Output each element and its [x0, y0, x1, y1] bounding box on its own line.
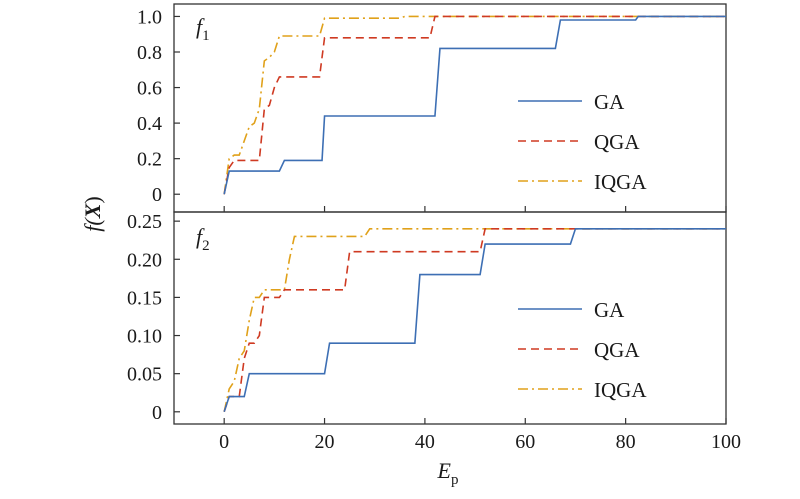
- panel-f2-legend: GA QGA IQGA: [518, 298, 647, 402]
- y-tick-label: 0.4: [137, 113, 162, 135]
- panel-f2-label: f2: [196, 224, 210, 254]
- x-axis-title: Ep: [437, 458, 459, 488]
- y-tick-label: 0.05: [127, 364, 162, 386]
- legend-label-qga: QGA: [594, 338, 640, 362]
- y-tick-label: 1.0: [137, 6, 162, 28]
- panel-f1: f1 0 0.2 0.4 0.6 0.8 1.0 GA QGA IQGA: [137, 3, 727, 213]
- panel-f2-series: [223, 227, 726, 413]
- panel-f1-series: [223, 15, 726, 195]
- x-tick-label: 20: [315, 431, 335, 453]
- legend-label-ga: GA: [594, 90, 625, 114]
- y-tick-label: 0.10: [127, 326, 162, 348]
- panel-f1-label: f1: [196, 14, 210, 44]
- legend-label-iqga: IQGA: [594, 170, 647, 194]
- y-tick-label: 0.2: [137, 149, 162, 171]
- series-iqga-line: [223, 15, 726, 195]
- legend-label-ga: GA: [594, 298, 625, 322]
- y-tick-label: 0.15: [127, 287, 162, 309]
- legend-label-qga: QGA: [594, 130, 640, 154]
- y-tick-label: 0.20: [127, 249, 162, 271]
- x-axis-ticks: 0 20 40 60 80 100: [219, 206, 741, 453]
- series-ga-line: [223, 227, 726, 413]
- series-iqga-line: [223, 227, 726, 412]
- x-tick-label: 80: [616, 431, 636, 453]
- y-tick-label: 0.25: [127, 211, 162, 233]
- series-qga-line: [223, 227, 726, 413]
- y-tick-label: 0: [152, 402, 162, 424]
- y-axis-title: f(X): [80, 196, 105, 231]
- y-tick-label: 0: [152, 184, 162, 206]
- x-tick-label: 60: [515, 431, 535, 453]
- legend-label-iqga: IQGA: [594, 378, 647, 402]
- panel-f1-y-ticks: 0 0.2 0.4 0.6 0.8 1.0: [137, 6, 180, 206]
- series-ga-line: [223, 15, 726, 195]
- panel-f2-y-ticks: 0 0.05 0.10 0.15 0.20 0.25: [127, 211, 180, 424]
- panel-f1-legend: GA QGA IQGA: [518, 90, 647, 194]
- x-tick-label: 100: [711, 431, 741, 453]
- y-tick-label: 0.6: [137, 78, 162, 100]
- y-tick-label: 0.8: [137, 42, 162, 64]
- series-qga-line: [223, 15, 726, 195]
- x-tick-label: 0: [219, 431, 229, 453]
- panel-f2: f2 0 0.05 0.10 0.15 0.20 0.25 GA QGA IQGA: [127, 211, 727, 425]
- x-tick-label: 40: [415, 431, 435, 453]
- panel-f2-frame: [173, 211, 727, 425]
